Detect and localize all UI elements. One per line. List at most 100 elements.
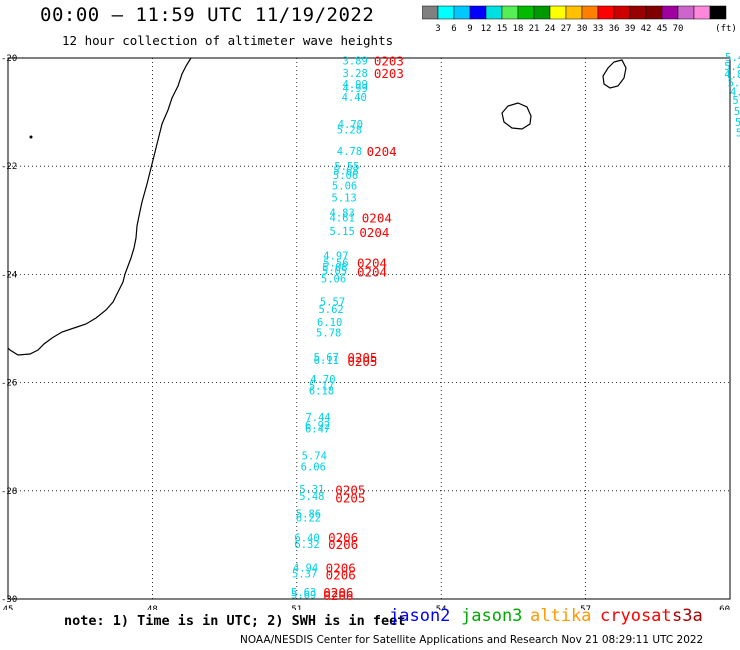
swh-label: 4.70 xyxy=(338,119,363,131)
swh-label: 3.28 xyxy=(343,68,368,80)
swh-label: 5.74 xyxy=(302,451,327,463)
colorbar-tick-label: 21 xyxy=(529,24,540,34)
time-label: 0206 xyxy=(328,537,358,552)
colorbar-tick-label: 9 xyxy=(467,24,472,34)
reunion-island xyxy=(501,102,532,130)
swh-label: 5.63 xyxy=(291,587,316,599)
chart-subtitle: 12 hour collection of altimeter wave hei… xyxy=(62,33,394,48)
swh-label: 5.6 xyxy=(732,95,740,107)
swh-label: 5.44 xyxy=(725,52,740,64)
colorbar-tick-label: 6 xyxy=(451,24,456,34)
swh-label: 5.15 xyxy=(330,226,355,238)
color-scale-legend: 3 6 9 12 15 18 21 24 27 30 33 36 39 42 45 70 (ft) xyxy=(422,5,737,34)
lat-tick-label: -22 xyxy=(1,162,17,172)
swh-label: 4.70 xyxy=(310,374,335,386)
swh-label: 5.05 xyxy=(322,266,347,278)
lon-tick-label: 54 xyxy=(436,605,447,610)
swh-label: 5 xyxy=(736,128,740,140)
plot-border xyxy=(7,57,731,600)
swh-label: 5.49 xyxy=(724,61,740,73)
lon-tick-label: 57 xyxy=(580,605,591,610)
axis-tick-labels: 45 48 51 54 57 60 -20 -22 -24 -26 -28 -30 xyxy=(1,54,730,610)
satellite-legend-altika: altika xyxy=(530,606,592,626)
lat-tick-label: -24 xyxy=(1,270,17,280)
swh-label: 5.48 xyxy=(299,491,324,503)
coastlines xyxy=(7,57,627,356)
swh-label: 4.97 xyxy=(323,250,348,262)
time-label: 0206 xyxy=(323,588,353,603)
colorbar-tick-label: 33 xyxy=(593,24,604,34)
satellite-legend-jason3: jason3 xyxy=(461,606,523,626)
footer-credit: NOAA/NESDIS Center for Satellite Applica… xyxy=(240,634,704,646)
time-label: 0206 xyxy=(326,561,356,576)
swh-label: 6.06 xyxy=(301,461,326,473)
time-label: 0204 xyxy=(367,144,397,159)
time-label: 0204 xyxy=(362,211,392,226)
colorbar-tick-label: 45 xyxy=(657,24,668,34)
time-label: 0205 xyxy=(347,354,377,369)
colorbar-tick-label: 36 xyxy=(609,24,620,34)
colorbar-tick-label: 27 xyxy=(561,24,572,34)
swh-label: 5.67 xyxy=(314,352,339,364)
time-label: 0206 xyxy=(326,568,356,583)
swh-label: 5.55 xyxy=(334,161,359,173)
swh-label: 5.06 xyxy=(321,274,346,286)
note-text: note: 1) Time is in UTC; 2) SWH is in fe… xyxy=(64,613,406,629)
swh-label: 5.06 xyxy=(332,181,357,193)
madagascar-coastline xyxy=(7,57,192,356)
colorbar-tick-label: 15 xyxy=(497,24,508,34)
colorbar-tick-label: 12 xyxy=(481,24,492,34)
swh-label: 6.32 xyxy=(294,539,319,551)
swh-label: 4.81 xyxy=(724,69,740,81)
swh-label: 5.28 xyxy=(337,124,362,136)
swh-label: 6.10 xyxy=(317,317,342,329)
time-label: 0204 xyxy=(357,255,387,270)
swh-label: 5.08 xyxy=(322,262,347,274)
swh-label: 5.69 xyxy=(291,590,316,602)
swh-label: 4.40 xyxy=(342,92,367,104)
swh-label: 7.44 xyxy=(305,412,330,424)
swh-label: 3.89 xyxy=(343,56,368,68)
swh-label: 4.61 xyxy=(330,213,355,225)
map-frame xyxy=(7,57,731,600)
lon-tick-label: 45 xyxy=(3,605,14,610)
swh-label: 4.99 xyxy=(343,79,368,91)
time-label: 0205 xyxy=(335,490,365,505)
swh-label: 6.47 xyxy=(305,424,330,436)
time-label: 0205 xyxy=(335,483,365,498)
swh-label: 5.37 xyxy=(292,569,317,581)
colorbar-unit: (ft) xyxy=(715,24,737,34)
swh-label: 4.83 xyxy=(330,208,355,220)
wave-height-map: 3.893.284.994.994.404.705.284.785.555.68… xyxy=(1,52,740,610)
swh-label: 5.57 xyxy=(320,296,345,308)
time-label: 0205 xyxy=(347,350,377,365)
lat-tick-label: -20 xyxy=(1,54,17,64)
chart-title: 00:00 – 11:59 UTC 11/19/2022 xyxy=(40,4,375,26)
satellite-legend-jason2: jason2 xyxy=(389,606,451,626)
swh-label: 6.11 xyxy=(314,355,339,367)
swh-label: 5.31 xyxy=(299,484,324,496)
swh-label: 5.68 xyxy=(333,166,358,178)
swh-label: 5.13 xyxy=(331,193,356,205)
swh-label: 4.78 xyxy=(337,146,362,158)
lat-tick-label: -28 xyxy=(1,487,17,497)
swh-label: 5.78 xyxy=(316,327,341,339)
swh-label: 5.62 xyxy=(318,304,343,316)
swh-label: 5.06 xyxy=(333,170,358,182)
swh-label: 5.60 xyxy=(728,77,740,89)
satellite-legend-cryosat: cryosat xyxy=(600,606,672,626)
swh-label: 5.17 xyxy=(309,380,334,392)
swh-label: 5.86 xyxy=(296,509,321,521)
colorbar-tick-label: 18 xyxy=(513,24,524,34)
swh-label: 5.9 xyxy=(734,106,740,118)
satellite-legend-s3a: s3a xyxy=(672,606,703,626)
islet xyxy=(29,135,33,139)
colorbar-tick-label: 24 xyxy=(545,24,556,34)
swh-label: 4.87 xyxy=(730,87,740,99)
time-label: 0204 xyxy=(359,225,389,240)
time-label: 0203 xyxy=(374,66,404,81)
lat-tick-label: -26 xyxy=(1,379,17,389)
swh-label: 4.94 xyxy=(293,563,318,575)
swh-label: 6.22 xyxy=(296,512,321,524)
mauritius-island xyxy=(602,59,627,89)
